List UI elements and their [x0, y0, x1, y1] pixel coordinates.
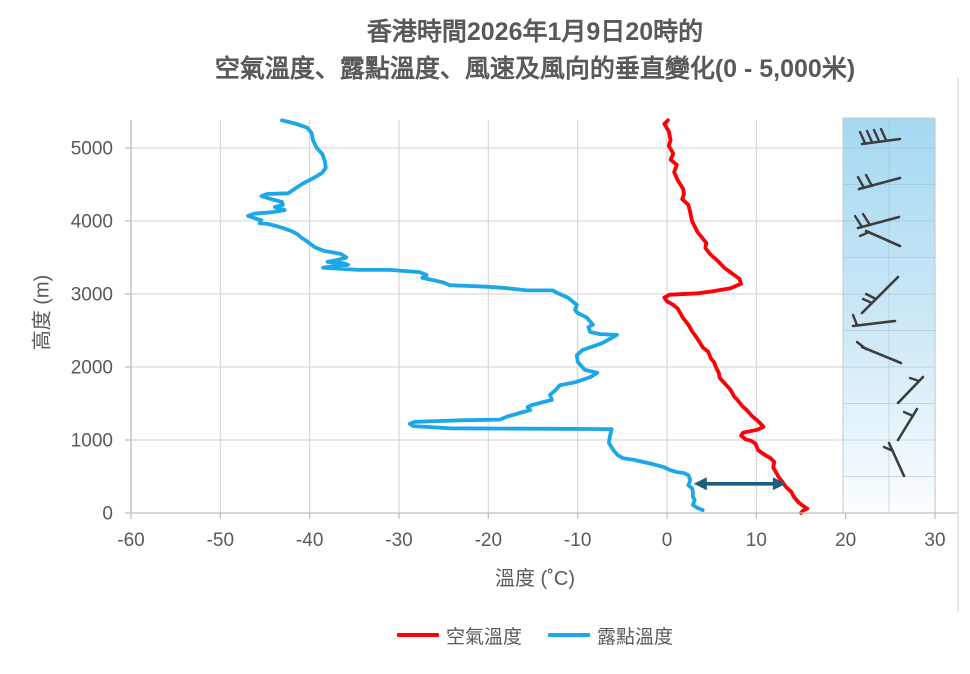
svg-text:4000: 4000	[71, 212, 113, 233]
svg-text:-30: -30	[385, 530, 412, 551]
dew-point-line	[246, 118, 705, 513]
chart-title: 香港時間2026年1月9日20時的 空氣溫度、露點溫度、風速及風向的垂直變化(0…	[100, 14, 970, 88]
svg-text:-50: -50	[207, 530, 234, 551]
y-tick-labels: 0 1000 2000 3000 4000 5000	[71, 139, 113, 525]
air-temperature-line-swatch	[396, 633, 439, 637]
legend-label-air-temperature: 空氣溫度	[445, 626, 522, 648]
chart-title-line1: 香港時間2026年1月9日20時的	[366, 18, 704, 46]
svg-text:30: 30	[924, 530, 945, 551]
chart-legend: 空氣溫度 露點溫度	[100, 620, 970, 650]
x-tick-labels: -60 -50 -40 -30 -20 -10 0 10 20 30	[117, 530, 945, 551]
inversion-arrow	[693, 477, 786, 491]
legend-label-dew-point: 露點溫度	[597, 626, 674, 648]
wind-barbs	[851, 127, 925, 478]
svg-text:-60: -60	[117, 530, 144, 551]
svg-text:20: 20	[835, 530, 856, 551]
svg-text:10: 10	[746, 530, 767, 551]
svg-text:3000: 3000	[71, 285, 113, 306]
legend-item-air-temperature: 空氣溫度	[396, 622, 522, 649]
svg-text:2000: 2000	[71, 358, 113, 379]
svg-text:-40: -40	[296, 530, 323, 551]
chart-title-line2: 空氣溫度、露點溫度、風速及風向的垂直變化(0 - 5,000米)	[214, 55, 856, 83]
svg-text:5000: 5000	[71, 139, 113, 160]
svg-text:0: 0	[102, 504, 113, 525]
svg-text:0: 0	[662, 530, 673, 551]
legend-item-dew-point: 露點溫度	[548, 622, 673, 649]
dew-point-line-swatch	[548, 633, 590, 637]
air-temperature-line	[662, 118, 810, 515]
svg-text:-10: -10	[564, 530, 591, 551]
svg-text:1000: 1000	[71, 431, 113, 452]
wind-barb-panel	[842, 117, 936, 514]
x-axis-title: 溫度 (˚C)	[495, 568, 575, 590]
axes	[125, 78, 959, 612]
gridlines	[130, 120, 936, 513]
y-axis-title: 高度 (m)	[31, 274, 54, 351]
svg-text:-20: -20	[475, 530, 502, 551]
